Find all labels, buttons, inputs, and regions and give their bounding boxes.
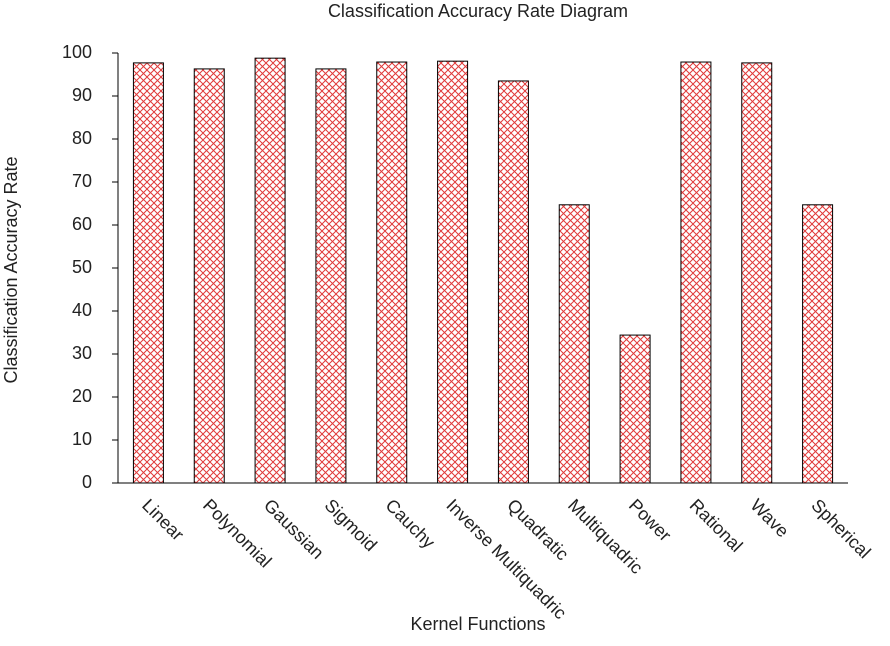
y-tick-label: 20 — [72, 386, 92, 406]
bar — [437, 60, 469, 484]
x-axis-label: Kernel Functions — [410, 614, 545, 634]
y-tick-label: 60 — [72, 214, 92, 234]
chart-title: Classification Accuracy Rate Diagram — [328, 1, 628, 21]
y-tick-label: 100 — [62, 42, 92, 62]
bar — [132, 62, 164, 484]
y-axis-label: Classification Accuracy Rate — [1, 156, 21, 383]
y-tick-label: 30 — [72, 343, 92, 363]
bar — [193, 68, 225, 484]
x-tick-label: Spherical — [807, 495, 874, 562]
bar — [680, 61, 712, 484]
bar — [376, 61, 408, 484]
bar — [802, 204, 834, 484]
y-tick-label: 10 — [72, 429, 92, 449]
y-tick-label: 0 — [82, 472, 92, 492]
x-tick-label: Wave — [747, 495, 793, 541]
y-tick-label: 90 — [72, 85, 92, 105]
y-tick-label: 70 — [72, 171, 92, 191]
y-tick-label: 40 — [72, 300, 92, 320]
y-tick-label: 80 — [72, 128, 92, 148]
bar — [619, 334, 651, 484]
x-tick-label: Sigmoid — [321, 495, 381, 555]
bar — [497, 80, 529, 484]
x-tick-label: Cauchy — [382, 495, 439, 552]
bar — [315, 68, 347, 484]
x-tick-label: Power — [625, 495, 675, 545]
x-tick-label: Rational — [686, 495, 747, 556]
bar — [741, 62, 773, 484]
y-tick-label: 50 — [72, 257, 92, 277]
x-tick-label: Linear — [138, 495, 188, 545]
bar — [558, 204, 590, 484]
bar — [254, 57, 286, 484]
x-tick-label: Inverse Multiquadric — [442, 495, 570, 623]
